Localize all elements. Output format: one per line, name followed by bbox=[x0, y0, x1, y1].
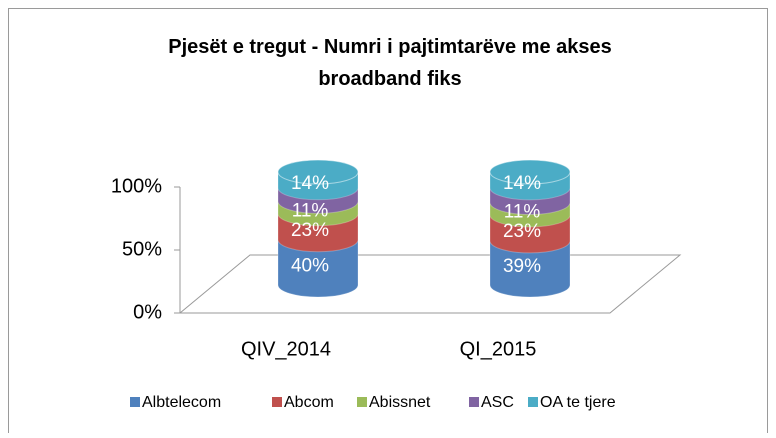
floor bbox=[178, 254, 682, 314]
chart-frame bbox=[8, 8, 768, 438]
data-label: 14% bbox=[291, 173, 329, 194]
x-tick-label: QI_2015 bbox=[460, 338, 537, 360]
legend-marker bbox=[272, 397, 282, 407]
legend-label: ASC bbox=[481, 394, 514, 411]
x-tick-label: QIV_2014 bbox=[241, 338, 331, 360]
legend-label: OA te tjere bbox=[540, 394, 616, 411]
y-tick-label: 0% bbox=[133, 301, 162, 323]
data-label: 23% bbox=[503, 221, 541, 242]
data-label: 39% bbox=[503, 256, 541, 277]
legend-label: Albtelecom bbox=[142, 394, 221, 411]
legend-label: Abcom bbox=[284, 394, 334, 411]
chart-title: Pjesët e tregut - Numri i pajtimtarëve m… bbox=[168, 36, 612, 90]
data-label: 23% bbox=[291, 220, 329, 241]
cylinder-top bbox=[489, 159, 571, 185]
legend-marker bbox=[130, 397, 140, 407]
data-label: 14% bbox=[503, 173, 541, 194]
cylinder-top bbox=[277, 159, 359, 185]
legend-label: Abissnet bbox=[369, 394, 431, 411]
y-tick-label: 50% bbox=[122, 238, 162, 260]
legend-marker bbox=[469, 397, 479, 407]
data-label: 11% bbox=[292, 201, 329, 222]
legend-marker bbox=[528, 397, 538, 407]
y-tick-label: 100% bbox=[111, 175, 162, 197]
data-label: 40% bbox=[291, 255, 329, 276]
legend-marker bbox=[357, 397, 367, 407]
data-label: 11% bbox=[504, 202, 541, 223]
